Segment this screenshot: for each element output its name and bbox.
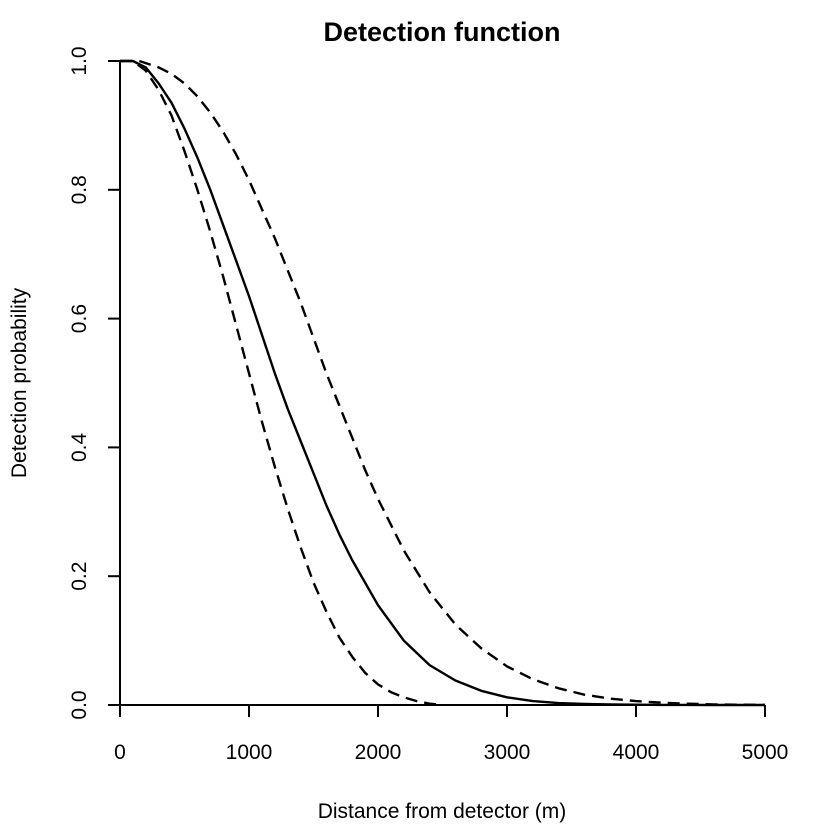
x-tick-label: 2000 [355,741,402,764]
fitted-line [120,59,765,707]
y-tick-label: 0.8 [68,175,91,204]
series-layer [120,59,766,707]
x-tick-label: 1000 [226,741,273,764]
bound-line-1 [120,59,443,707]
x-ticks: 0 1000 2000 3000 4000 5000 [114,705,788,764]
y-axis-label: Detection probability [8,287,31,478]
x-tick-label: 5000 [742,741,789,764]
y-tick-label: 0.2 [68,562,91,591]
bound-line-2 [138,59,766,707]
x-tick-label: 0 [114,741,126,764]
y-tick-label: 1.0 [68,46,91,75]
axes-layer [119,61,765,706]
y-tick-label: 0.6 [68,304,91,333]
x-axis-label: Distance from detector (m) [318,800,567,823]
x-tick-label: 3000 [484,741,531,764]
chart-title: Detection function [324,17,561,47]
y-ticks: 0.0 0.2 0.4 0.6 0.8 1.0 [68,46,120,720]
y-tick-label: 0.0 [68,690,91,719]
y-tick-label: 0.4 [68,432,91,462]
x-tick-label: 4000 [613,741,660,764]
